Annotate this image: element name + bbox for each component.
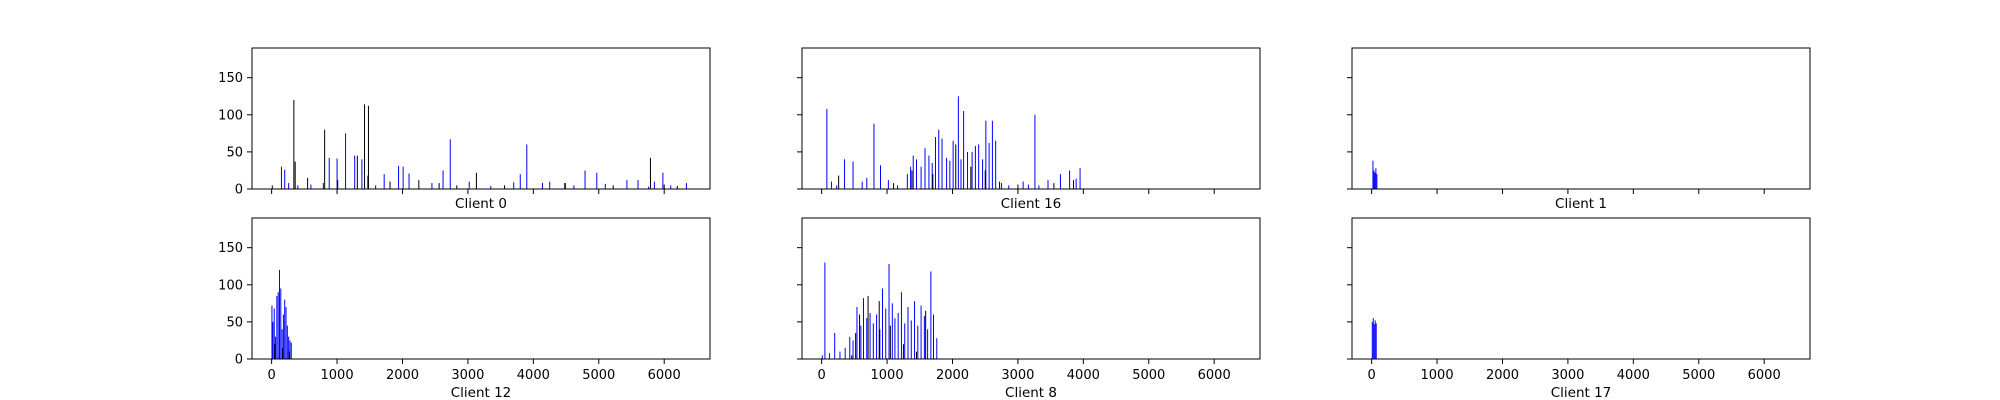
chart-4-xtick-label-5: 5000: [1132, 368, 1165, 383]
chart-0-axes-frame: [251, 47, 711, 190]
chart-0-xlabel: Client 0: [455, 196, 507, 212]
chart-5-xtick-label-5: 5000: [1682, 368, 1715, 383]
chart-1-axes-frame: [801, 47, 1261, 190]
chart-0-ytick-label-1: 50: [226, 145, 243, 160]
chart-3-ytick-label-1: 50: [226, 315, 243, 330]
chart-3-axes-frame: [251, 217, 711, 360]
chart-2-axes-frame: [1351, 47, 1811, 190]
chart-3-ytick-label-0: 0: [235, 353, 243, 368]
chart-0-ytick-label-0: 0: [235, 183, 243, 198]
chart-0-ytick-label-2: 100: [218, 108, 243, 123]
chart-4-xtick-label-1: 1000: [871, 368, 904, 383]
chart-5-axes-frame: [1351, 217, 1811, 360]
chart-3-ytick-label-3: 150: [218, 241, 243, 256]
chart-5-panel: 0 1000 2000 3000 4000 5000 6000 Client 17: [1347, 217, 1811, 400]
chart-3-xtick-label-3: 3000: [451, 368, 484, 383]
chart-5-xtick-label-4: 4000: [1617, 368, 1650, 383]
chart-1-panel: Client 16: [797, 47, 1261, 212]
chart-2-panel: Client 1: [1347, 47, 1811, 212]
chart-4-xtick-label-4: 4000: [1067, 368, 1100, 383]
chart-5-xlabel: Client 17: [1551, 385, 1612, 400]
chart-4-axes-frame: [801, 217, 1261, 360]
chart-2-xlabel: Client 1: [1555, 196, 1607, 212]
chart-3-ytick-label-2: 100: [218, 278, 243, 293]
chart-4-xlabel: Client 8: [1005, 385, 1057, 400]
chart-1-xlabel: Client 16: [1001, 196, 1062, 212]
chart-5-xtick-label-0: 0: [1367, 368, 1375, 383]
chart-3-xtick-label-0: 0: [267, 368, 275, 383]
chart-3-xlabel: Client 12: [451, 385, 512, 400]
chart-4-xtick-label-2: 2000: [936, 368, 969, 383]
chart-3-xtick-label-5: 5000: [582, 368, 615, 383]
chart-3-xtick-label-6: 6000: [648, 368, 681, 383]
chart-0-panel: 0 50 100 150 Client 0: [218, 47, 711, 212]
chart-4-panel: 0 1000 2000 3000 4000 5000 6000 Client 8: [797, 217, 1261, 400]
chart-4-xtick-label-6: 6000: [1198, 368, 1231, 383]
chart-5-xtick-label-2: 2000: [1486, 368, 1519, 383]
chart-5-xtick-label-3: 3000: [1551, 368, 1584, 383]
chart-5-xtick-label-6: 6000: [1748, 368, 1781, 383]
chart-3-xtick-label-2: 2000: [386, 368, 419, 383]
chart-4-xtick-label-0: 0: [817, 368, 825, 383]
chart-3-panel: 0 50 100 150 0 1000 2000 3000 4000 5000 6000 Client…: [218, 217, 711, 400]
chart-0-ytick-label-3: 150: [218, 71, 243, 86]
chart-3-xtick-label-4: 4000: [517, 368, 550, 383]
chart-4-xtick-label-3: 3000: [1001, 368, 1034, 383]
chart-3-xtick-label-1: 1000: [321, 368, 354, 383]
chart-5-xtick-label-1: 1000: [1421, 368, 1454, 383]
